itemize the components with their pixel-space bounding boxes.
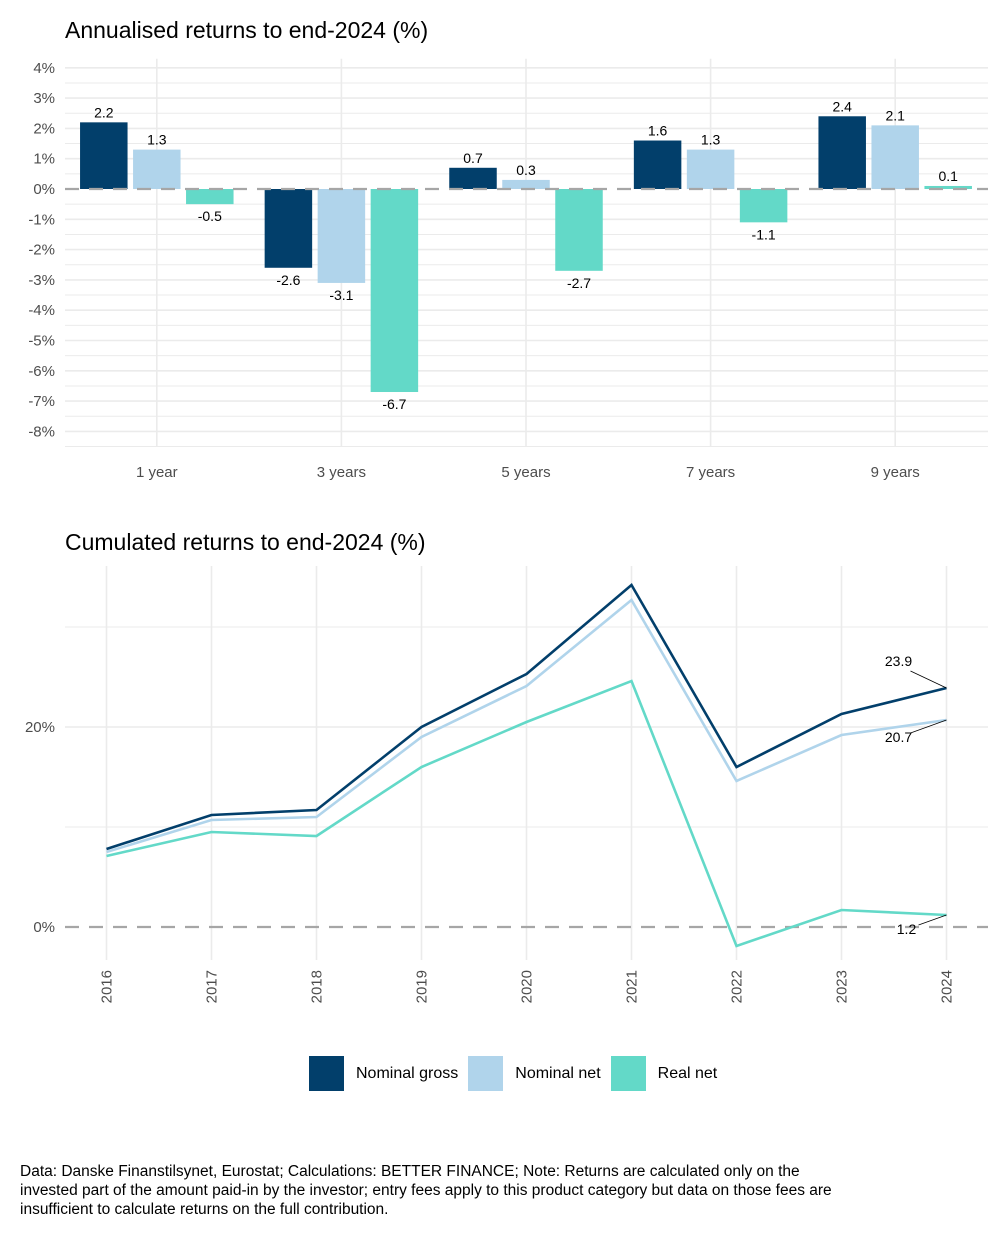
bar — [133, 149, 181, 189]
legend-swatch-real-net — [610, 1056, 646, 1091]
bar — [555, 189, 603, 271]
legend-label: Nominal net — [515, 1064, 601, 1082]
x-tick-label: 2018 — [309, 970, 326, 1003]
bar-data-label: 2.4 — [832, 98, 852, 114]
y-tick-label: 1% — [33, 151, 55, 168]
line-chart-title: Cumulated returns to end-2024 (%) — [65, 529, 426, 555]
bar — [871, 125, 919, 189]
x-tick-label: 2019 — [414, 970, 431, 1003]
end-label-leader-line — [910, 670, 947, 689]
y-tick-label: -1% — [28, 211, 55, 228]
x-tick-label: 2024 — [939, 970, 956, 1003]
bar — [186, 189, 234, 205]
bar — [80, 122, 128, 189]
x-tick-label: 2021 — [624, 970, 641, 1003]
legend-swatch-nominal-gross — [309, 1056, 344, 1091]
y-tick-label: 3% — [33, 90, 55, 107]
x-tick-label: 2016 — [99, 970, 116, 1003]
bar-data-label: -0.5 — [198, 208, 222, 224]
x-tick-label: 3 years — [317, 464, 366, 481]
y-tick-label: -6% — [28, 363, 55, 380]
x-tick-label: 2020 — [519, 970, 536, 1003]
bar-data-label: 1.6 — [648, 123, 668, 139]
bar — [633, 140, 682, 189]
y-tick-label: -3% — [28, 272, 55, 289]
y-tick-label: 0% — [33, 181, 55, 198]
bar — [370, 189, 419, 393]
end-data-label: 1.2 — [897, 921, 917, 937]
y-tick-label: -7% — [28, 393, 55, 410]
y-tick-label: -4% — [28, 302, 55, 319]
x-tick-label: 7 years — [686, 464, 735, 481]
bar-data-label: 0.7 — [463, 150, 483, 166]
bar-data-label: -6.7 — [382, 396, 406, 412]
legend-item-nominal-gross: Nominal gross — [309, 1056, 460, 1091]
y-tick-label: 20% — [25, 719, 55, 736]
bar-data-label: -3.1 — [329, 287, 353, 303]
legend-item-nominal-net: Nominal net — [468, 1056, 602, 1091]
legend-item-real-net: Real net — [610, 1056, 720, 1091]
legend: Nominal gross Nominal net Real net — [309, 1056, 727, 1091]
bar-data-label: -1.1 — [752, 226, 776, 242]
bar — [818, 116, 866, 189]
y-tick-label: -2% — [28, 242, 55, 259]
y-tick-label: -5% — [28, 333, 55, 350]
x-tick-label: 2023 — [834, 970, 851, 1003]
end-label-leader-line — [918, 914, 947, 926]
x-tick-label: 2022 — [729, 970, 746, 1003]
bar — [924, 185, 972, 189]
bar — [449, 167, 497, 189]
end-label-leader-line — [910, 719, 947, 734]
series-line-real-net — [106, 679, 947, 948]
legend-label: Real net — [657, 1064, 718, 1082]
x-tick-label: 1 year — [136, 464, 178, 481]
bar-data-label: 1.3 — [701, 132, 721, 148]
series-line-nominal-net — [106, 598, 947, 854]
x-tick-label: 9 years — [871, 464, 920, 481]
y-tick-label: 0% — [33, 919, 55, 936]
y-tick-label: 2% — [33, 120, 55, 137]
x-tick-label: 5 years — [501, 464, 550, 481]
bar-data-label: -2.6 — [276, 272, 300, 288]
bar-data-label: -2.7 — [567, 275, 591, 291]
legend-swatch-nominal-net — [468, 1056, 504, 1091]
x-tick-label: 2017 — [204, 970, 221, 1003]
bar-data-label: 1.3 — [147, 132, 167, 148]
y-tick-label: 4% — [33, 60, 55, 77]
legend-label: Nominal gross — [356, 1064, 459, 1082]
end-data-label: 23.9 — [885, 653, 912, 669]
bar — [739, 189, 788, 223]
line-chart: 0% 20% 23.9 20.7 1.2 2016 2017 2018 2019 2020 2021… — [25, 566, 988, 1003]
bar-chart: 4% 3% 2% 1% 0% -1% -2% -3% -4% -5% -6% -7% -8% 2.2 -2.… — [28, 58, 988, 481]
bar — [686, 149, 735, 189]
bar-data-label: 0.3 — [516, 162, 536, 178]
bar — [317, 189, 366, 283]
bar-data-label: 0.1 — [938, 168, 958, 184]
bar-data-label: 2.1 — [885, 107, 905, 123]
y-tick-label: -8% — [28, 423, 55, 440]
bar-data-label: 2.2 — [94, 104, 114, 120]
series-line-nominal-gross — [106, 583, 947, 851]
end-data-label: 20.7 — [885, 729, 912, 745]
footnote: Data: Danske Finanstilsynet, Eurostat; C… — [20, 1163, 832, 1218]
bar — [264, 189, 313, 268]
bar — [502, 179, 550, 189]
bar-chart-title: Annualised returns to end-2024 (%) — [65, 17, 429, 43]
